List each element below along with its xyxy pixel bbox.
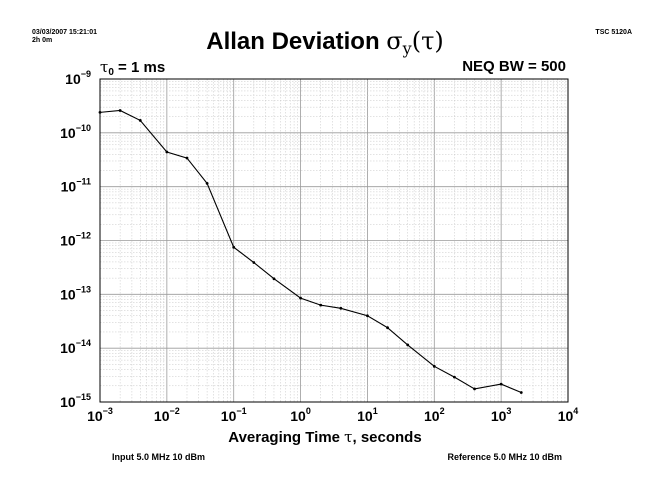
x-tick-label-exponent: 0 xyxy=(306,406,311,416)
tau0-subscript: 0 xyxy=(108,67,114,78)
tau0-symbol: τ xyxy=(100,58,109,76)
tau-symbol: τ xyxy=(421,27,435,55)
title-open-paren: ( xyxy=(411,27,422,55)
y-tick-label: 10−12 xyxy=(60,231,91,249)
x-tick-label: 101 xyxy=(357,406,378,424)
x-tick-label: 10−3 xyxy=(87,406,113,424)
y-tick-label-base: 10 xyxy=(60,340,76,356)
x-tick-label: 10−2 xyxy=(154,406,180,424)
y-tick-label-exponent: −10 xyxy=(76,123,91,133)
y-tick-label-exponent: −15 xyxy=(76,392,91,402)
grid xyxy=(99,79,568,403)
y-tick-label: 10−11 xyxy=(61,177,91,195)
x-tick-label: 102 xyxy=(424,406,445,424)
y-tick-label: 10−10 xyxy=(60,123,91,141)
y-tick-label-base: 10 xyxy=(60,286,76,302)
x-tick-label-base: 10 xyxy=(290,408,306,424)
x-tick-label: 10−1 xyxy=(221,406,247,424)
reference-note: Reference 5.0 MHz 10 dBm xyxy=(447,452,562,462)
x-tick-label-exponent: −2 xyxy=(170,406,180,416)
x-tick-label-base: 10 xyxy=(558,408,574,424)
x-tick-label-exponent: 2 xyxy=(440,406,445,416)
data-point xyxy=(232,245,236,249)
x-tick-label: 104 xyxy=(558,406,579,424)
data-point xyxy=(185,156,189,160)
y-tick-label: 10−15 xyxy=(60,392,91,410)
x-tick-label-base: 10 xyxy=(424,408,440,424)
x-tick-label-exponent: 3 xyxy=(506,406,511,416)
x-axis-label: Averaging Time τ, seconds xyxy=(0,428,650,447)
x-axis-label-before: Averaging Time xyxy=(228,429,345,446)
timestamp: 03/03/2007 15:21:01 xyxy=(32,29,97,36)
neq-bandwidth: NEQ BW = 500 xyxy=(462,58,566,75)
x-tick-label-exponent: 1 xyxy=(373,406,378,416)
y-tick-label-exponent: −11 xyxy=(76,177,91,187)
data-point xyxy=(252,261,256,264)
x-tick-label-exponent: −3 xyxy=(103,406,113,416)
x-tick-label-base: 10 xyxy=(87,408,103,424)
y-tick-label-exponent: −13 xyxy=(76,284,91,294)
chart-title-text: Allan Deviation xyxy=(206,28,387,55)
data-point xyxy=(406,343,410,347)
y-tick-label-exponent: −14 xyxy=(76,338,91,348)
x-tick-label-base: 10 xyxy=(491,408,507,424)
x-tick-label: 100 xyxy=(290,406,311,424)
y-tick-label-base: 10 xyxy=(65,71,81,87)
data-point xyxy=(366,314,369,318)
data-point xyxy=(386,326,389,330)
y-tick-label: 10−13 xyxy=(60,284,91,302)
data-point xyxy=(339,306,343,310)
chart-title: Allan Deviation σy(τ) xyxy=(0,26,650,64)
tau0-value: = 1 ms xyxy=(113,59,166,76)
input-note: Input 5.0 MHz 10 dBm xyxy=(112,452,206,462)
tick-labels: 10−3 10−2 10−1 100 101 102 103 10410−910−1010−1… xyxy=(60,69,578,424)
data-point xyxy=(299,296,302,300)
data-point xyxy=(319,303,323,307)
y-tick-label-base: 10 xyxy=(60,394,76,410)
tau0-label: τ0 = 1 ms xyxy=(100,58,165,82)
title-close-paren: ) xyxy=(434,27,444,55)
duration: 2h 0m xyxy=(32,37,53,44)
series-line xyxy=(99,109,522,394)
data-point xyxy=(98,110,102,114)
x-axis-label-after: , seconds xyxy=(352,429,422,446)
data-point xyxy=(165,150,169,154)
y-tick-label-exponent: −12 xyxy=(76,231,91,241)
data-point xyxy=(138,119,142,122)
data-point xyxy=(272,277,276,281)
y-tick-label-base: 10 xyxy=(60,233,76,249)
x-tick-label: 103 xyxy=(491,406,512,424)
data-point xyxy=(118,109,122,112)
y-tick-label: 10−9 xyxy=(65,69,91,87)
y-tick-label-exponent: −9 xyxy=(81,69,91,79)
y-tick-label-base: 10 xyxy=(60,125,76,141)
x-tick-label-exponent: −1 xyxy=(236,406,246,416)
x-tick-label-exponent: 4 xyxy=(573,406,578,416)
sigma-symbol: σ xyxy=(386,27,403,55)
plot-frame xyxy=(99,78,569,403)
data-point xyxy=(453,375,456,379)
data-point xyxy=(519,391,523,394)
x-tick-label-base: 10 xyxy=(357,408,373,424)
x-tick-label-base: 10 xyxy=(154,408,170,424)
data-point xyxy=(205,181,209,185)
sigma-subscript: y xyxy=(402,39,412,58)
instrument-id: TSC 5120A xyxy=(595,29,632,36)
x-axis-tau-symbol: τ xyxy=(344,428,353,446)
data-series xyxy=(98,109,523,394)
data-point xyxy=(473,387,476,391)
data-point xyxy=(499,382,503,386)
y-tick-label-base: 10 xyxy=(61,179,77,195)
data-point xyxy=(432,364,436,368)
x-tick-label-base: 10 xyxy=(221,408,237,424)
y-tick-label: 10−14 xyxy=(60,338,91,356)
